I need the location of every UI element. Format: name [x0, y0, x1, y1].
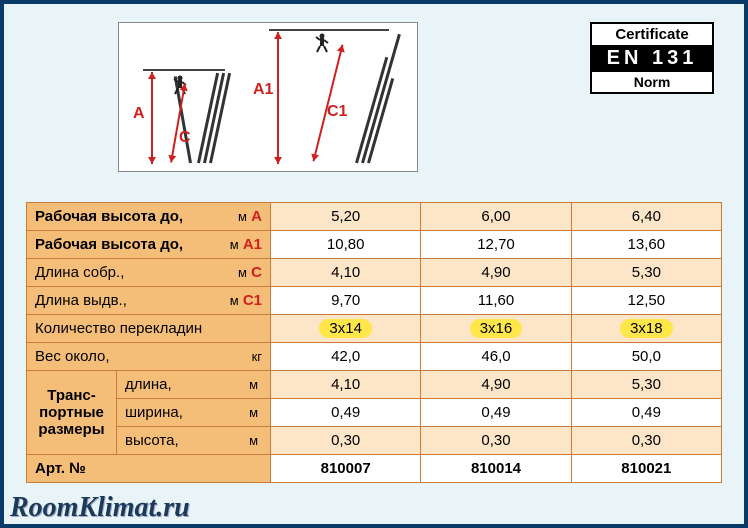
row-label: Длина выдв.,м C1: [27, 287, 271, 315]
value-cell: 10,80: [271, 231, 421, 259]
value-cell: 13,60: [571, 231, 721, 259]
value-cell: 4,90: [421, 259, 571, 287]
value-cell: 5,30: [571, 259, 721, 287]
row-label: Количество перекладин: [27, 315, 271, 343]
cert-standard: EN 131: [592, 45, 712, 72]
row-label: Рабочая высота до,м A1: [27, 231, 271, 259]
value-cell: 12,50: [571, 287, 721, 315]
value-cell: 46,0: [421, 343, 571, 371]
value-cell: 12,70: [421, 231, 571, 259]
watermark: RoomKlimat.ru: [10, 492, 190, 524]
diagram-label-a: A: [133, 105, 145, 123]
row-label: Рабочая высота до,м A: [27, 203, 271, 231]
cert-title: Certificate: [592, 24, 712, 45]
ladder-diagram: A C A1 C1: [118, 22, 418, 172]
spec-table: Рабочая высота до,м A5,206,006,40 Рабочая…: [26, 202, 722, 483]
transport-sub-label: высота,м: [117, 427, 271, 455]
value-cell: 3x16: [421, 315, 571, 343]
article-value: 810007: [271, 455, 421, 483]
transport-sub-label: ширина,м: [117, 399, 271, 427]
diagram-label-a1: A1: [253, 81, 273, 99]
value-cell: 6,00: [421, 203, 571, 231]
value-cell: 0,49: [421, 399, 571, 427]
value-cell: 4,10: [271, 259, 421, 287]
value-cell: 6,40: [571, 203, 721, 231]
value-cell: 0,30: [421, 427, 571, 455]
row-label: Длина собр.,м C: [27, 259, 271, 287]
value-cell: 5,30: [571, 371, 721, 399]
diagram-label-c1: C1: [327, 103, 347, 121]
value-cell: 11,60: [421, 287, 571, 315]
article-label: Арт. №: [27, 455, 271, 483]
row-label: Вес около,кг: [27, 343, 271, 371]
value-cell: 3x14: [271, 315, 421, 343]
value-cell: 5,20: [271, 203, 421, 231]
cert-norm: Norm: [592, 72, 712, 92]
value-cell: 4,90: [421, 371, 571, 399]
article-value: 810014: [421, 455, 571, 483]
value-cell: 0,30: [271, 427, 421, 455]
value-cell: 4,10: [271, 371, 421, 399]
transport-group-label: Транс-портныеразмеры: [27, 371, 117, 455]
value-cell: 0,30: [571, 427, 721, 455]
value-cell: 0,49: [571, 399, 721, 427]
value-cell: 3x18: [571, 315, 721, 343]
value-cell: 9,70: [271, 287, 421, 315]
value-cell: 0,49: [271, 399, 421, 427]
article-value: 810021: [571, 455, 721, 483]
transport-sub-label: длина,м: [117, 371, 271, 399]
value-cell: 42,0: [271, 343, 421, 371]
value-cell: 50,0: [571, 343, 721, 371]
certificate-badge: Certificate EN 131 Norm: [590, 22, 714, 94]
diagram-label-c: C: [179, 129, 191, 147]
